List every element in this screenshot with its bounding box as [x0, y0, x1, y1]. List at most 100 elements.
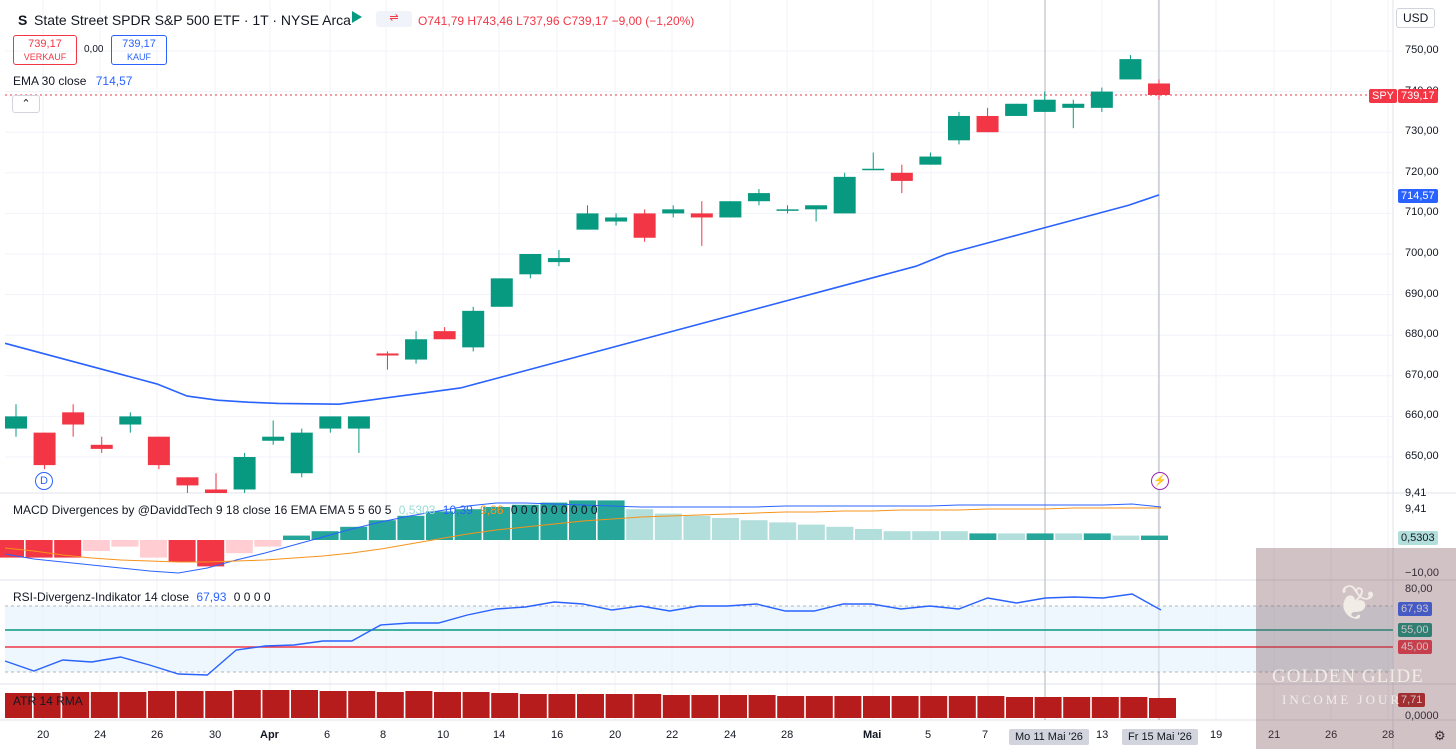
atr-histogram-bar	[348, 691, 376, 718]
time-axis-label: 10	[437, 729, 450, 741]
ohlc-open: O741,79	[418, 14, 465, 28]
candle-body	[633, 213, 656, 238]
compare-icon[interactable]: ⇌	[376, 11, 412, 27]
price-tick-label: 750,00	[1405, 44, 1439, 56]
currency-button[interactable]: USD	[1396, 8, 1436, 28]
macd-histogram-bar	[597, 500, 625, 540]
macd-histogram-bar	[654, 513, 682, 540]
candle-body	[290, 432, 313, 474]
macd-histogram-bar	[483, 507, 511, 540]
macd-histogram-bar	[511, 504, 539, 540]
atr-legend[interactable]: ATR 14 RMA	[13, 694, 83, 708]
rsi-legend[interactable]: RSI-Divergenz-Indikator 14 close	[13, 590, 190, 604]
last-price-tag: 739,17	[1398, 89, 1438, 103]
event-lightning-icon[interactable]: ⚡	[1151, 472, 1169, 490]
rsi-line	[4, 593, 1162, 676]
sell-button[interactable]: 739,17 VERKAUF	[13, 35, 77, 65]
sell-label: VERKAUF	[23, 52, 67, 62]
candle-body	[262, 436, 285, 441]
macd-histogram-bar	[826, 526, 854, 540]
macd-histogram-bar	[283, 535, 310, 540]
atr-axis-zero: 0,0000	[1405, 710, 1439, 722]
candle-body	[1062, 103, 1085, 108]
price-tick-label: 700,00	[1405, 247, 1439, 259]
candle-body	[1148, 83, 1170, 95]
macd-histogram-bar	[940, 531, 968, 540]
candle-body	[1119, 59, 1142, 80]
time-axis-label: 5	[925, 729, 932, 741]
candle-body	[5, 416, 27, 429]
macd-value-1: 0,5303	[398, 503, 436, 517]
atr-value-tag: 7,71	[1398, 693, 1426, 707]
candle-body	[119, 416, 142, 425]
macd-histogram-bar	[54, 540, 82, 558]
price-tick-label: 710,00	[1405, 206, 1439, 219]
candle-body	[147, 436, 170, 466]
signal-line	[4, 507, 1161, 563]
dividend-marker-icon[interactable]: D	[35, 472, 53, 490]
time-axis-label: 28	[781, 729, 794, 741]
macd-axis-1: 9,41	[1405, 503, 1427, 515]
macd-axis-3: −10,00	[1405, 567, 1439, 579]
ema-legend-name[interactable]: EMA 30 close	[13, 74, 87, 88]
time-axis-label: 30	[209, 729, 222, 741]
chevron-up-icon[interactable]: ⌃	[12, 95, 40, 113]
atr-histogram-bar	[891, 696, 919, 718]
rsi-value: 67,93	[196, 590, 227, 604]
macd-histogram-bar	[712, 518, 739, 540]
atr-histogram-bar	[262, 690, 290, 718]
macd-hist-tag: 0,5303	[1398, 531, 1438, 545]
macd-histogram-bar	[912, 531, 940, 540]
symbol-logo: S	[18, 12, 28, 28]
atr-histogram-bar	[176, 691, 204, 718]
atr-histogram-bar	[777, 696, 805, 718]
macd-histogram-bar	[254, 540, 282, 547]
atr-histogram-bar	[233, 690, 261, 718]
macd-histogram-bar	[769, 522, 797, 540]
rsi-55-tag: 55,00	[1398, 623, 1432, 637]
candle-body	[347, 416, 370, 429]
macd-legend[interactable]: MACD Divergences by @DaviddTech 9 18 clo…	[13, 503, 392, 517]
atr-histogram-bar	[863, 696, 890, 718]
flag-icon[interactable]	[352, 11, 362, 23]
price-tick-label: 660,00	[1405, 409, 1439, 422]
macd-histogram-bar	[1055, 533, 1083, 540]
rsi-45-tag: 45,00	[1398, 640, 1432, 654]
atr-histogram-bar	[720, 695, 747, 718]
macd-histogram-bar	[683, 515, 711, 540]
macd-histogram-bar	[311, 531, 339, 540]
time-axis-label: 13	[1096, 729, 1109, 741]
rsi-axis-80: 80,00	[1405, 583, 1433, 595]
atr-histogram-bar	[920, 696, 948, 718]
atr-histogram-bar	[119, 692, 147, 718]
time-axis-label: 24	[724, 729, 737, 741]
candle-body	[690, 213, 713, 218]
buy-button[interactable]: 739,17 KAUF	[111, 35, 167, 65]
atr-histogram-bar	[90, 692, 118, 718]
symbol-title[interactable]: State Street SPDR S&P 500 ETF · 1T · NYS…	[34, 12, 351, 28]
ema-price-tag: 714,57	[1398, 189, 1438, 203]
time-axis-label: 20	[37, 729, 50, 741]
candle-body	[862, 168, 885, 171]
watermark-line2: INCOME JOUR	[1282, 692, 1403, 707]
candle-body	[490, 278, 513, 307]
atr-histogram-bar	[1091, 697, 1119, 718]
macd-histogram-bar	[797, 524, 825, 540]
rsi-zeros: 0 0 0 0	[233, 590, 271, 604]
time-axis-label: 20	[609, 729, 622, 741]
candle-body	[1090, 91, 1113, 108]
rsi-value-tag: 67,93	[1398, 602, 1432, 616]
price-tick-label: 670,00	[1405, 368, 1439, 381]
settings-gear-icon[interactable]: ⚙	[1434, 728, 1446, 743]
candle-body	[662, 209, 685, 214]
time-axis-label: 22	[666, 729, 679, 741]
candle-body	[176, 477, 199, 486]
macd-histogram-bar	[1083, 533, 1111, 540]
time-axis-label: 24	[94, 729, 107, 741]
price-tick-label: 720,00	[1405, 165, 1439, 178]
macd-histogram-bar	[998, 533, 1025, 540]
candle-body	[90, 444, 113, 449]
macd-axis-0: 9,41	[1405, 487, 1427, 499]
spread-value: 0,00	[84, 44, 104, 55]
